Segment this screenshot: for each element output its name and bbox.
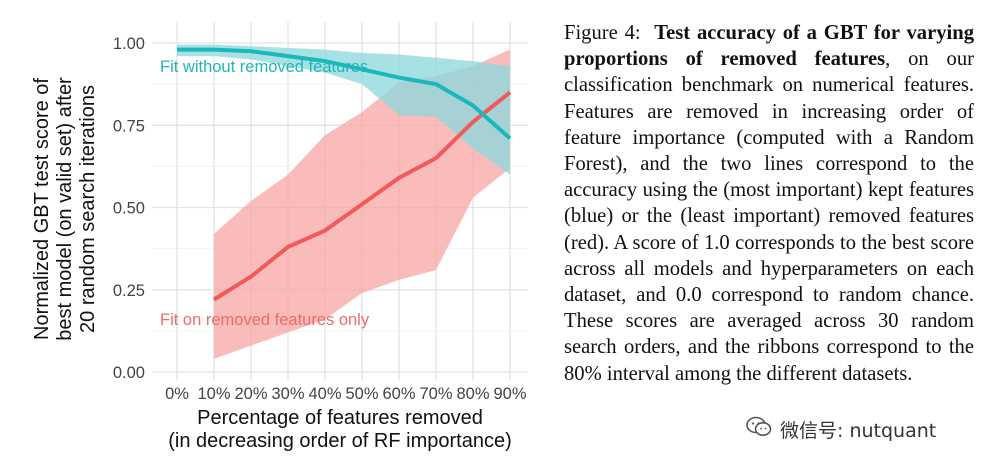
series-label-red: Fit on removed features only [160, 311, 370, 329]
lines [176, 47, 512, 302]
x-tick-label: 0% [165, 385, 189, 403]
x-tick-label: 10% [197, 385, 230, 403]
x-tick-label: 40% [308, 385, 341, 403]
x-axis-title: (in decreasing order of RF importance) [168, 430, 511, 452]
caption-bold-title: Test accuracy of a GBT for varying propo… [564, 22, 975, 71]
series-line-0 [177, 47, 512, 140]
y-tick-label: 1.00 [113, 35, 145, 53]
y-tick-label: 0.00 [113, 364, 145, 382]
axis-titles: Percentage of features removed(in decrea… [31, 77, 512, 452]
x-tick-labels: 0% 10% 20% 30% 40% 50% 60% 70% 80% 90% [165, 385, 527, 403]
watermark: 微信号: nutquant [742, 414, 941, 444]
x-tick-label: 60% [382, 385, 415, 403]
y-tick-label: 0.50 [113, 200, 145, 218]
caption-body: , on our classification benchmark on num… [564, 48, 974, 385]
series-labels: Fit without removed features Fit on remov… [160, 58, 370, 329]
y-axis-title: 20 random search iterations [77, 85, 99, 333]
y-tick-label: 0.25 [113, 282, 145, 300]
watermark-text: 微信号: nutquant [780, 419, 937, 442]
plot-area: Fit without removed features Fit on remov… [152, 22, 528, 380]
y-axis-title: best model (on valid set) after [54, 77, 76, 341]
x-tick-label: 70% [419, 385, 452, 403]
figure-chart: Fit without removed features Fit on remov… [31, 22, 528, 452]
x-tick-label: 90% [493, 385, 526, 403]
x-tick-label: 50% [345, 385, 378, 403]
x-tick-label: 80% [456, 385, 489, 403]
x-axis-title: Percentage of features removed [197, 407, 483, 429]
ribbon-0 [177, 44, 510, 175]
figure-caption: Figure 4: Test accuracy of a GBT for var… [564, 20, 974, 387]
y-tick-labels: 0.00 0.25 0.50 0.75 1.00 [113, 35, 145, 382]
x-tick-label: 20% [234, 385, 267, 403]
y-axis-title: Normalized GBT test score of [31, 78, 53, 340]
x-tick-label: 30% [271, 385, 304, 403]
y-tick-label: 0.75 [113, 117, 145, 135]
caption-fig-label: Figure 4: [564, 22, 641, 44]
wechat-icon [746, 416, 772, 443]
series-label-blue: Fit without removed features [160, 58, 368, 76]
